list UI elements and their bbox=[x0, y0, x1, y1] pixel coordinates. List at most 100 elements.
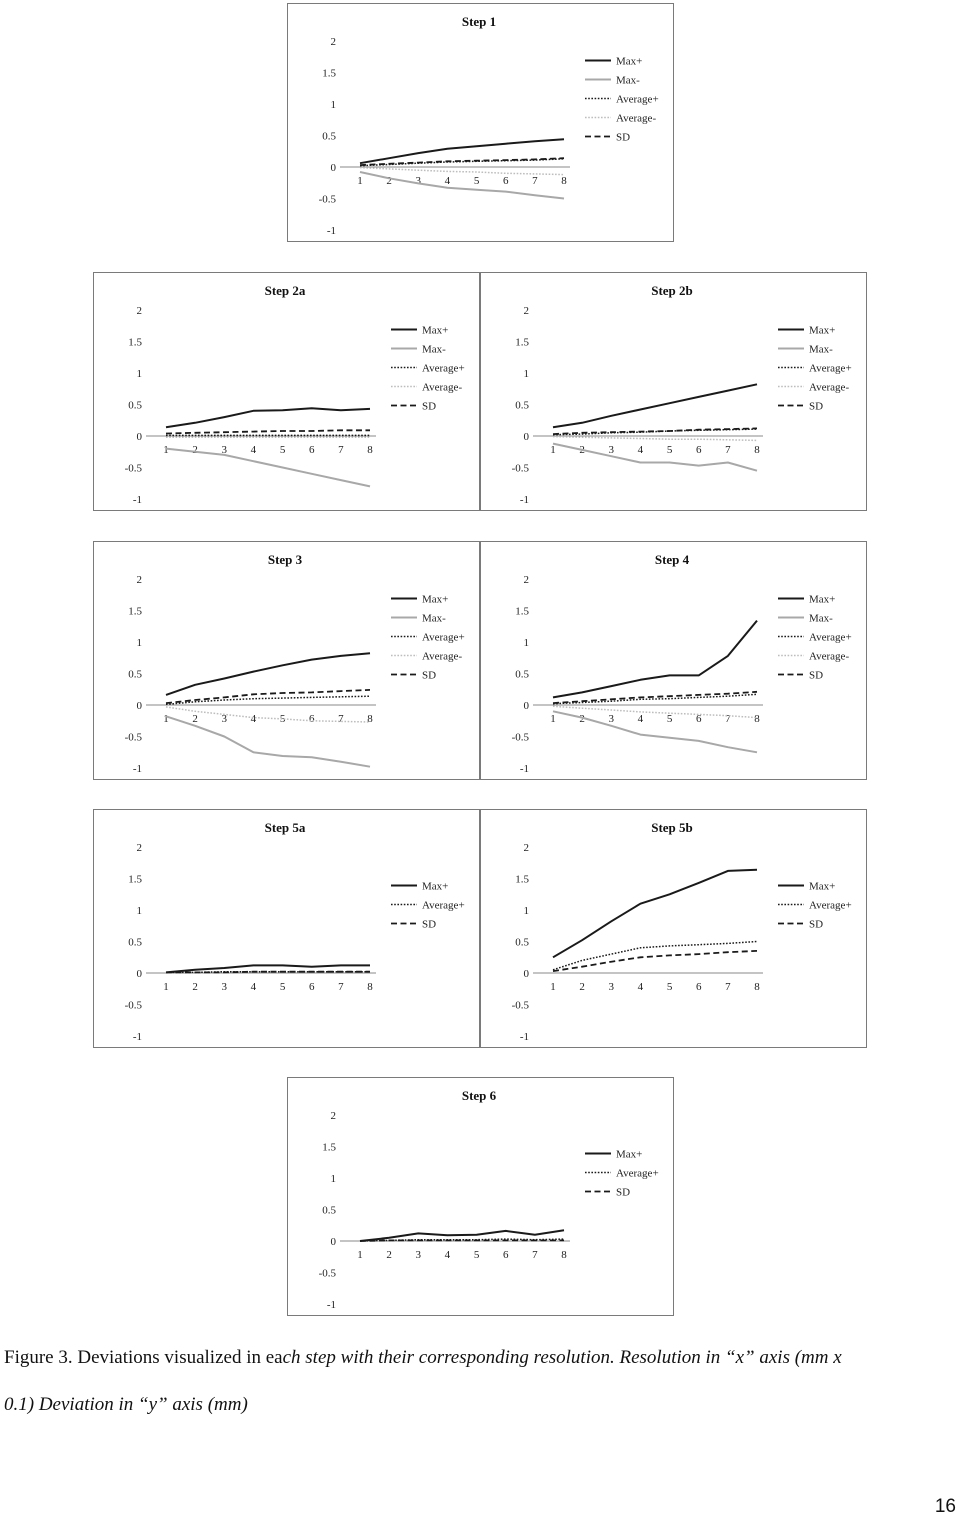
series-line-max-plus bbox=[552, 868, 758, 959]
series-line-average-plus bbox=[552, 693, 758, 705]
series-line-max-plus bbox=[359, 138, 565, 165]
y-tick-label: 0.5 bbox=[128, 400, 142, 412]
series-line-sd bbox=[359, 1239, 564, 1242]
x-tick-label: 6 bbox=[696, 444, 702, 456]
chart-svg: Step 4 2 1.5 1 0.5 0 -0.5 -1 1 2 3 4 5 6 7 8 Max+ Max- Ave… bbox=[512, 552, 852, 775]
legend-label-max-plus: Max+ bbox=[616, 1149, 642, 1161]
legend-label-average-minus: Average- bbox=[809, 382, 849, 394]
series-line-average-minus bbox=[552, 435, 758, 442]
series-line-sd bbox=[552, 690, 758, 704]
x-tick-label: 3 bbox=[609, 981, 615, 993]
legend-label-max-plus: Max+ bbox=[809, 325, 835, 337]
x-tick-label: 5 bbox=[280, 444, 286, 456]
y-tick-label: 2 bbox=[331, 36, 337, 48]
x-tick-label: 8 bbox=[754, 444, 760, 456]
x-tick-label: 2 bbox=[192, 981, 198, 993]
y-tick-label: -0.5 bbox=[512, 463, 530, 475]
y-tick-label: -1 bbox=[133, 1031, 142, 1043]
page-number: 16 bbox=[934, 1496, 956, 1517]
series-line-average-minus bbox=[552, 705, 758, 719]
series-line-average-plus bbox=[359, 158, 565, 167]
y-tick-label: -0.5 bbox=[125, 732, 143, 744]
chart-svg: Step 3 2 1.5 1 0.5 0 -0.5 -1 1 2 3 4 5 6 7 8 Max+ Max- Ave… bbox=[125, 552, 465, 775]
y-tick-label: 1.5 bbox=[128, 337, 142, 349]
x-tick-label: 2 bbox=[386, 1249, 392, 1261]
chart-svg: Step 5b 2 1.5 1 0.5 0 -0.5 -1 1 2 3 4 5 6 7 8 Max+ Averag… bbox=[512, 820, 852, 1043]
legend-label-average-plus: Average+ bbox=[809, 900, 852, 912]
legend-label-max-plus: Max+ bbox=[809, 594, 835, 606]
legend-label-average-minus: Average- bbox=[422, 382, 462, 394]
x-tick-label: 4 bbox=[251, 444, 257, 456]
x-tick-label: 1 bbox=[550, 444, 556, 456]
legend-label-average-plus: Average+ bbox=[422, 900, 465, 912]
y-tick-label: 1 bbox=[524, 368, 530, 380]
x-tick-label: 4 bbox=[638, 444, 644, 456]
legend-label-sd: SD bbox=[616, 1187, 630, 1199]
y-tick-label: 1.5 bbox=[128, 606, 142, 618]
y-tick-label: -0.5 bbox=[125, 1000, 143, 1012]
x-tick-label: 1 bbox=[163, 713, 169, 725]
legend-label-sd: SD bbox=[422, 401, 436, 413]
series-line-average-plus bbox=[166, 970, 370, 974]
y-tick-label: 0 bbox=[137, 700, 143, 712]
y-tick-label: -1 bbox=[327, 225, 336, 237]
chart-svg: Step 6 2 1.5 1 0.5 0 -0.5 -1 1 2 3 4 5 6 7 8 Max+ Average… bbox=[319, 1088, 659, 1311]
x-tick-label: 8 bbox=[754, 713, 760, 725]
legend-label-sd: SD bbox=[809, 401, 823, 413]
y-tick-label: 2 bbox=[137, 842, 143, 854]
x-tick-label: 7 bbox=[338, 444, 344, 456]
series-line-max-plus bbox=[359, 1229, 565, 1242]
y-tick-label: 0 bbox=[524, 700, 530, 712]
x-tick-label: 1 bbox=[357, 1249, 363, 1261]
y-tick-label: 0.5 bbox=[128, 937, 142, 949]
chart-title: Step 6 bbox=[462, 1088, 497, 1103]
y-tick-label: 0.5 bbox=[515, 669, 529, 681]
x-tick-label: 6 bbox=[696, 713, 702, 725]
legend-label-max-minus: Max- bbox=[422, 344, 446, 356]
x-tick-label: 2 bbox=[386, 175, 392, 187]
series-line-max-plus bbox=[165, 652, 371, 696]
series-line-max-plus bbox=[552, 383, 758, 429]
chart-step-2b: Step 2b 2 1.5 1 0.5 0 -0.5 -1 1 2 3 4 5 6 7 8 Max+ Max- Av… bbox=[480, 272, 867, 511]
x-tick-label: 4 bbox=[445, 175, 451, 187]
chart-title: Step 1 bbox=[462, 14, 496, 29]
chart-step-2a: Step 2a 2 1.5 1 0.5 0 -0.5 -1 1 2 3 4 5 6 7 8 Max+ Max- Av… bbox=[93, 272, 480, 511]
y-tick-label: 2 bbox=[524, 574, 530, 586]
x-tick-label: 5 bbox=[474, 1249, 480, 1261]
x-tick-label: 4 bbox=[638, 981, 644, 993]
chart-svg: Step 2a 2 1.5 1 0.5 0 -0.5 -1 1 2 3 4 5 6 7 8 Max+ Max- Av… bbox=[125, 283, 465, 506]
series-line-average-minus bbox=[165, 706, 371, 723]
x-tick-label: 8 bbox=[754, 981, 760, 993]
x-tick-label: 4 bbox=[638, 713, 644, 725]
y-tick-label: 0.5 bbox=[515, 400, 529, 412]
x-tick-label: 2 bbox=[579, 981, 585, 993]
chart-title: Step 2b bbox=[651, 283, 693, 298]
y-tick-label: 1 bbox=[137, 637, 143, 649]
y-tick-label: -1 bbox=[520, 494, 529, 506]
legend-label-sd: SD bbox=[809, 670, 823, 682]
x-tick-label: 1 bbox=[163, 444, 169, 456]
y-tick-label: 0.5 bbox=[515, 937, 529, 949]
x-tick-label: 5 bbox=[667, 713, 673, 725]
y-tick-label: 0.5 bbox=[322, 1205, 336, 1217]
y-tick-label: -1 bbox=[520, 1031, 529, 1043]
series-line-average-minus bbox=[359, 166, 565, 176]
x-tick-label: 6 bbox=[503, 175, 509, 187]
y-tick-label: 0 bbox=[331, 1236, 337, 1248]
chart-title: Step 3 bbox=[268, 552, 303, 567]
legend-label-sd: SD bbox=[616, 132, 630, 144]
x-tick-label: 2 bbox=[579, 713, 585, 725]
legend-label-average-plus: Average+ bbox=[809, 363, 852, 375]
chart-svg: Step 1 2 1.5 1 0.5 0 -0.5 -1 1 2 3 4 5 6 7 8 Max+ Max- Ave… bbox=[319, 14, 659, 237]
y-tick-label: 0 bbox=[137, 968, 143, 980]
y-tick-label: -1 bbox=[327, 1299, 336, 1311]
y-tick-label: 0 bbox=[524, 431, 530, 443]
x-tick-label: 7 bbox=[725, 444, 731, 456]
y-tick-label: 2 bbox=[524, 842, 530, 854]
x-tick-label: 7 bbox=[725, 713, 731, 725]
series-line-sd bbox=[166, 970, 370, 974]
series-line-sd bbox=[552, 950, 758, 972]
series-line-average-plus bbox=[359, 1238, 565, 1242]
caption-line-2: 0.1) Deviation in “y” axis (mm) bbox=[4, 1394, 248, 1415]
x-tick-label: 3 bbox=[416, 175, 422, 187]
